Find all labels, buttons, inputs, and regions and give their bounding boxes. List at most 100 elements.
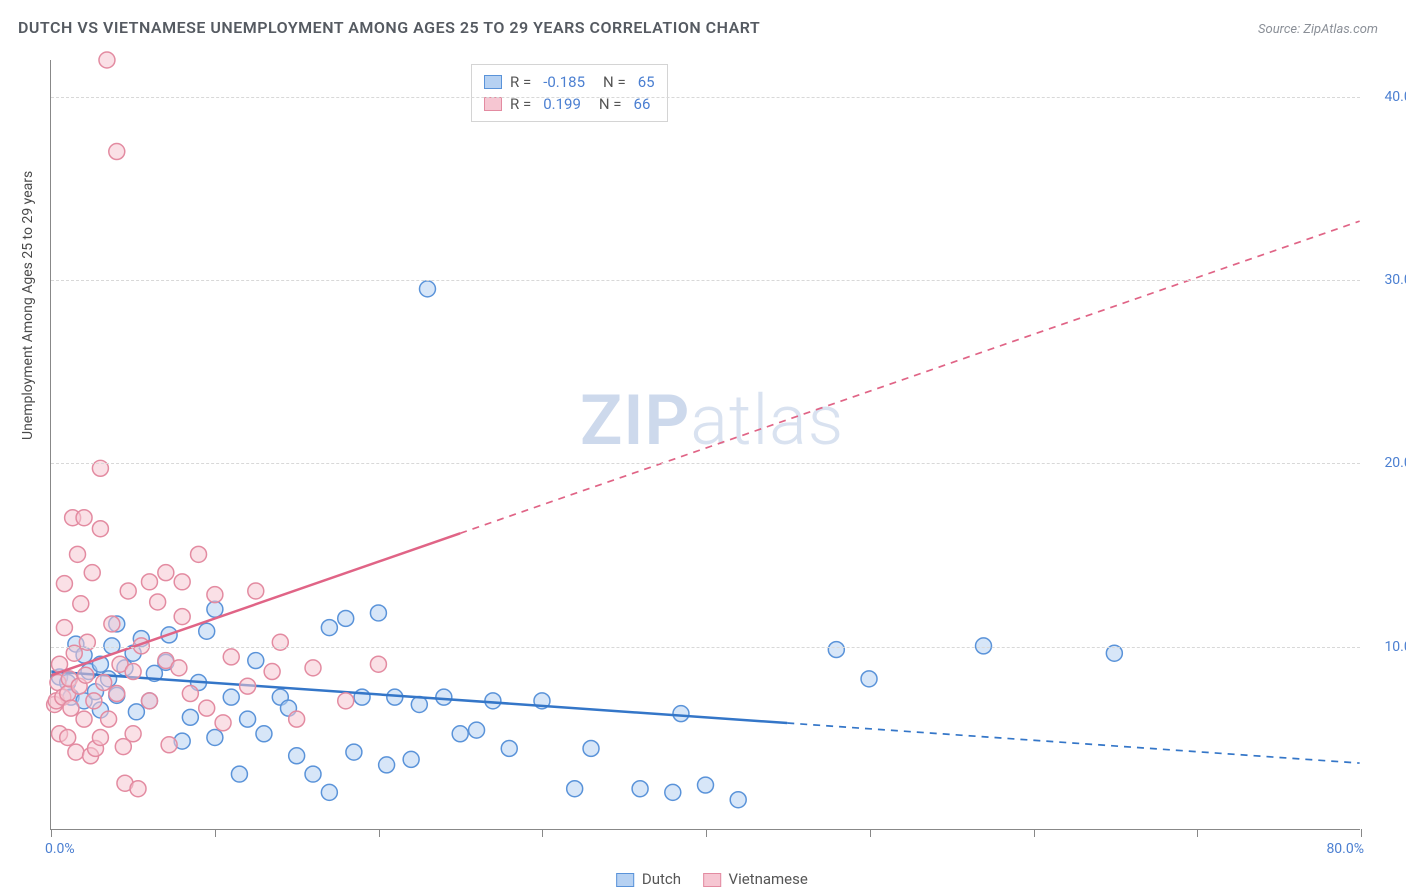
y-tick-label: 30.0% [1366,272,1406,288]
legend-label-vietnamese: Vietnamese [729,870,808,888]
data-point [583,740,599,756]
x-tick-mark [1034,829,1035,837]
grid-line [51,97,1360,98]
data-point [171,660,187,676]
r-label: R = [510,95,531,113]
data-point [248,653,264,669]
data-point [174,609,190,625]
data-point [370,656,386,672]
data-point [730,792,746,808]
legend-series: Dutch Vietnamese [598,870,808,888]
data-point [128,704,144,720]
data-point [321,784,337,800]
swatch-vietnamese [703,873,721,887]
data-point [305,766,321,782]
data-point [223,649,239,665]
data-point [346,744,362,760]
x-tick-max: 80.0% [1326,841,1364,857]
data-point [158,565,174,581]
data-point [141,693,157,709]
data-point [207,601,223,617]
data-point [436,689,452,705]
data-point [130,781,146,797]
data-point [150,594,166,610]
n-label: N = [593,73,626,91]
data-point [86,693,102,709]
data-point [199,700,215,716]
data-point [78,667,94,683]
legend-label-dutch: Dutch [642,870,681,888]
data-point [207,587,223,603]
x-tick-mark [1197,829,1198,837]
data-point [223,689,239,705]
data-point [76,510,92,526]
data-point [501,740,517,756]
data-point [828,642,844,658]
x-tick-mark [215,829,216,837]
data-point [370,605,386,621]
data-point [60,729,76,745]
x-tick-mark [706,829,707,837]
data-point [125,664,141,680]
data-point [199,623,215,639]
legend-correlation: R = -0.185 N = 65 R = 0.199 N = 66 [471,64,668,122]
data-point [248,583,264,599]
x-tick-min: 0.0% [45,841,75,857]
data-point [379,757,395,773]
x-tick-mark [51,829,52,837]
data-point [104,616,120,632]
data-point [141,574,157,590]
data-point [92,729,108,745]
r-label: R = [510,73,531,91]
data-point [99,52,115,68]
legend-row-dutch: R = -0.185 N = 65 [484,71,655,93]
trend-line-dashed [460,221,1359,533]
y-tick-label: 10.0% [1366,639,1406,655]
data-point [354,689,370,705]
n-label: N = [589,95,622,113]
data-point [70,546,86,562]
data-point [419,281,435,297]
data-point [289,748,305,764]
data-point [632,781,648,797]
x-tick-mark [1361,829,1362,837]
data-point [264,664,280,680]
data-point [673,706,689,722]
data-point [338,693,354,709]
data-point [101,711,117,727]
swatch-dutch [484,75,502,89]
data-point [452,726,468,742]
data-point [567,781,583,797]
swatch-vietnamese [484,97,502,111]
data-point [73,596,89,612]
data-point [120,583,136,599]
data-point [182,686,198,702]
data-point [92,521,108,537]
n-value-vietnamese: 66 [630,95,651,113]
chart-title: DUTCH VS VIETNAMESE UNEMPLOYMENT AMONG A… [18,18,760,37]
data-point [109,144,125,160]
data-point [698,777,714,793]
n-value-dutch: 65 [634,73,655,91]
data-point [96,675,112,691]
data-point [665,784,681,800]
data-point [256,726,272,742]
data-point [207,729,223,745]
y-tick-label: 20.0% [1366,455,1406,471]
trend-line-dashed [787,723,1359,763]
grid-line [51,647,1360,648]
r-value-dutch: -0.185 [539,73,585,91]
data-point [76,711,92,727]
x-tick-mark [542,829,543,837]
data-point [231,766,247,782]
data-point [109,686,125,702]
x-tick-mark [379,829,380,837]
source-attribution: Source: ZipAtlas.com [1258,22,1378,37]
data-point [240,711,256,727]
data-point [215,715,231,731]
data-point [182,709,198,725]
swatch-dutch [616,873,634,887]
grid-line [51,463,1360,464]
data-point [161,737,177,753]
scatter-overlay [51,60,1360,829]
